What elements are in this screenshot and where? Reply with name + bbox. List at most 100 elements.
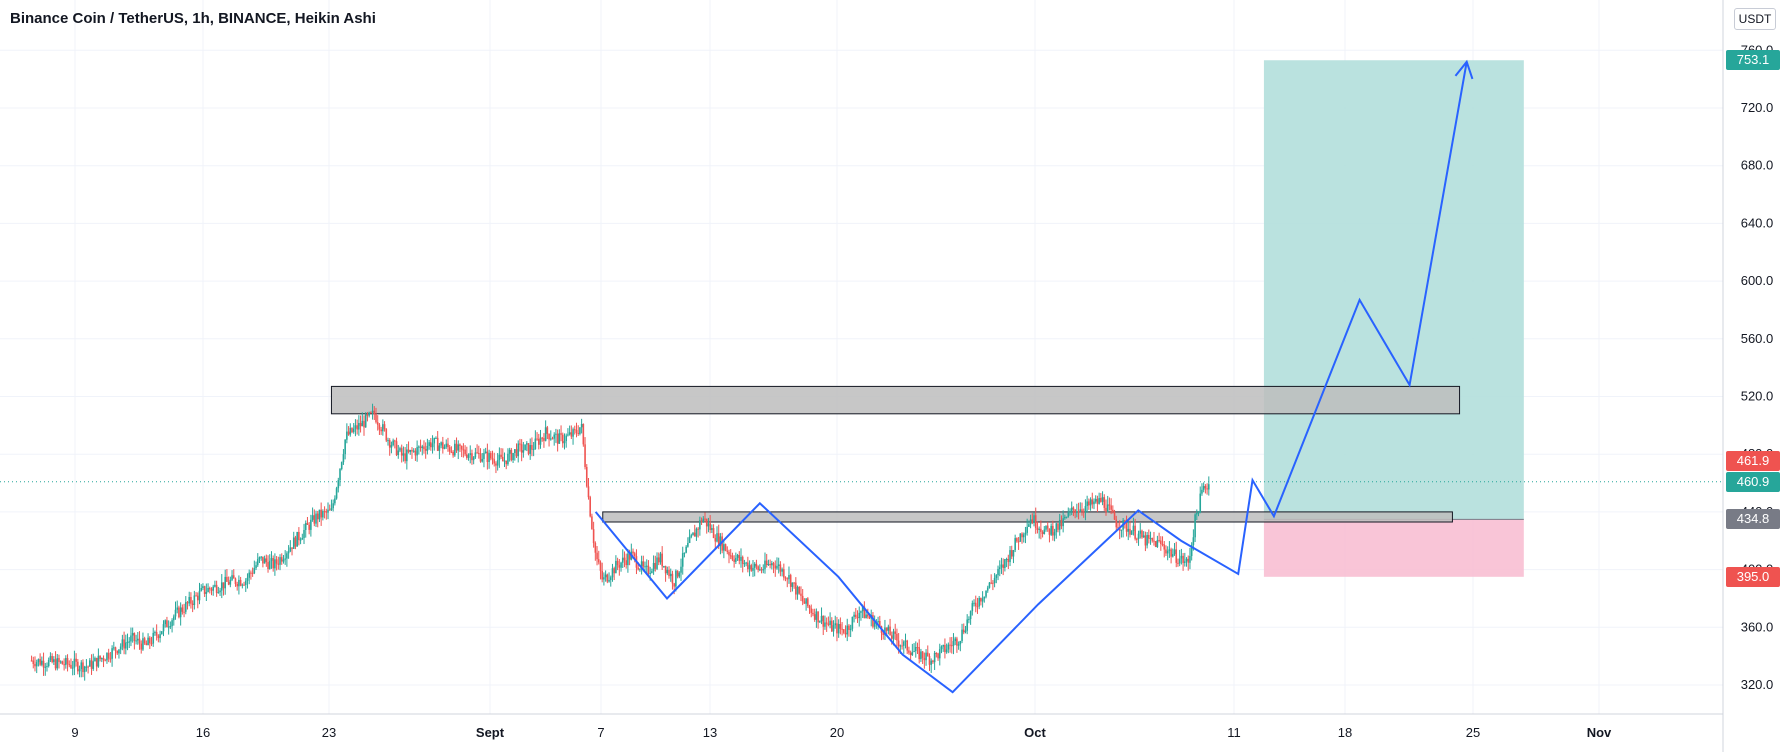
candle-body — [1053, 532, 1056, 536]
candle-body — [1202, 486, 1205, 490]
candle-body — [666, 569, 669, 574]
candle-body — [1024, 532, 1027, 535]
candle-body — [639, 569, 641, 571]
candle-body — [520, 444, 523, 453]
candle-body — [137, 638, 139, 641]
candle-body — [536, 438, 538, 440]
candle-body — [1168, 549, 1171, 551]
candle-body — [1149, 537, 1152, 539]
candle-body — [1141, 530, 1143, 538]
candle-body — [921, 651, 924, 658]
candle-body — [755, 563, 758, 567]
candle-body — [584, 444, 586, 468]
y-tick-label: 360.0 — [1741, 619, 1774, 634]
price-axis-label: 434.8 — [1726, 509, 1780, 530]
candle-body — [589, 497, 591, 517]
candle-body — [147, 637, 149, 646]
candle-body — [781, 569, 783, 572]
candle-body — [169, 626, 172, 628]
candle-body — [496, 460, 499, 466]
candle-body — [330, 508, 333, 510]
candle-body — [855, 614, 857, 617]
candle-body — [769, 563, 771, 566]
candle-body — [1134, 525, 1136, 539]
candle-body — [505, 460, 508, 465]
candle-body — [962, 629, 965, 633]
candle-body — [306, 523, 309, 525]
candle-body — [275, 559, 278, 564]
candle-body — [253, 568, 256, 574]
candle-body — [663, 565, 665, 567]
candle-body — [627, 553, 629, 566]
candle-body — [424, 449, 427, 451]
candle-body — [822, 615, 825, 627]
candle-body — [1093, 501, 1095, 505]
candle-body — [700, 520, 703, 523]
candle-body — [416, 447, 418, 456]
candle-body — [945, 649, 948, 653]
candle-body — [1118, 528, 1121, 531]
candle-body — [993, 578, 996, 584]
candle-body — [395, 441, 398, 456]
candle-body — [34, 663, 36, 667]
candle-body — [298, 531, 300, 541]
candle-body — [1144, 535, 1147, 546]
currency-button[interactable]: USDT — [1734, 8, 1776, 30]
candle-body — [601, 570, 603, 580]
candle-body — [363, 420, 365, 428]
candle-body — [810, 608, 813, 613]
candle-body — [289, 547, 292, 552]
candle-body — [142, 638, 144, 650]
candle-body — [202, 586, 204, 588]
candle-body — [1180, 555, 1183, 559]
candle-body — [1065, 516, 1068, 518]
candle-body — [640, 561, 643, 570]
pattern-path — [594, 61, 1468, 694]
candle-body — [1076, 511, 1078, 513]
candle-body — [116, 650, 119, 654]
candle-body — [113, 647, 115, 649]
candle-body — [131, 633, 134, 636]
candle-body — [399, 448, 401, 451]
candle-body — [800, 593, 802, 596]
candle-body — [1088, 501, 1090, 506]
candle-body — [690, 535, 693, 537]
candle-body — [656, 557, 658, 569]
candle-body — [1010, 550, 1013, 557]
candle-body — [315, 513, 317, 524]
candle-body — [260, 556, 262, 558]
candle-body — [932, 660, 934, 663]
candle-body — [832, 625, 835, 632]
candle-body — [272, 558, 274, 569]
candle-body — [322, 511, 324, 518]
candle-body — [957, 644, 960, 646]
candle-body — [239, 579, 242, 586]
candle-body — [1148, 535, 1150, 539]
candle-body — [849, 628, 852, 630]
candle-body — [54, 659, 57, 669]
candle-body — [981, 598, 984, 602]
candle-body — [1185, 558, 1188, 562]
candle-body — [65, 658, 67, 665]
candle-body — [1057, 523, 1059, 530]
candle-body — [332, 503, 334, 509]
candle-body — [1040, 528, 1042, 532]
candle-body — [678, 572, 681, 577]
candle-body — [964, 630, 967, 633]
candle-body — [364, 414, 367, 428]
candle-body — [1182, 555, 1184, 563]
candle-body — [741, 556, 744, 564]
candle-body — [592, 529, 595, 544]
candle-body — [1016, 538, 1018, 542]
candle-body — [788, 575, 790, 580]
x-tick-label: 9 — [71, 725, 78, 740]
candle-body — [58, 658, 60, 662]
candle-body — [860, 611, 862, 613]
candle-body — [820, 615, 823, 622]
candle-body — [721, 536, 723, 551]
candle-body — [342, 454, 345, 463]
candle-body — [558, 433, 561, 444]
x-tick-label: 20 — [830, 725, 844, 740]
candle-body — [733, 559, 735, 562]
